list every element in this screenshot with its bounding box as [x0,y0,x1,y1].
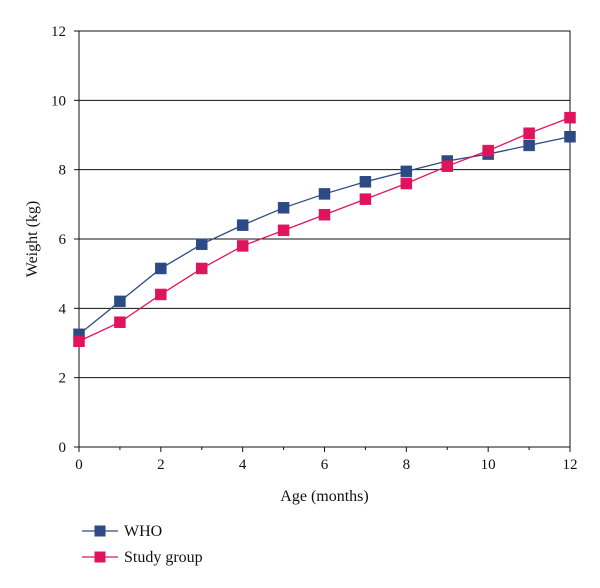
legend-marker [94,551,106,563]
gridlines [79,99,570,379]
data-point-study-group [155,288,167,301]
data-point-who [523,139,535,152]
x-tick-label: 6 [321,457,329,473]
data-point-study-group [114,316,126,328]
data-point-who [236,219,249,231]
legend-item-who: WHO [82,523,162,540]
y-tick-label: 4 [59,301,67,317]
series-line-study-group [78,117,571,342]
legend-item-study-group: Study group [82,549,203,566]
data-point-study-group [359,193,372,205]
data-point-who [196,238,208,250]
series-line-who [78,136,571,335]
data-point-who [318,188,331,200]
y-tick-label: 8 [59,163,67,179]
data-point-who [114,295,126,308]
series-study-group [73,111,576,348]
data-point-study-group [523,127,535,140]
y-tick-label: 2 [59,371,67,387]
y-tick-label: 10 [51,93,66,109]
x-tick-label: 10 [481,457,496,473]
y-tick-label: 6 [59,232,67,248]
x-axis-title: Age (months) [280,488,368,505]
data-point-study-group [196,262,208,275]
x-tick-label: 8 [403,457,411,473]
legend: WHO Study group [82,523,203,566]
data-point-study-group [318,208,331,221]
y-axis-title: Weight (kg) [24,201,41,277]
legend-marker [94,525,106,537]
data-point-who [564,130,576,143]
data-point-study-group [73,335,85,348]
data-point-study-group [236,240,249,252]
x-tick-label: 12 [563,457,578,473]
legend-label: Study group [124,549,203,566]
data-point-who [155,262,167,275]
data-point-study-group [400,177,413,190]
data-point-study-group [564,111,576,124]
data-point-who [359,176,372,188]
x-tick-label: 4 [239,457,247,473]
y-tick-label: 12 [51,24,66,40]
y-tick-label: 0 [59,440,67,456]
data-point-who [400,165,413,178]
x-tick-label: 0 [75,457,83,473]
legend-label: WHO [124,523,162,540]
axis-ticks: 0 2 4 6 8 10 12 0 2 4 6 8 10 12 [51,24,578,473]
x-tick-label: 2 [157,457,165,473]
data-point-study-group [482,144,494,157]
series-group [73,111,576,348]
data-point-study-group [277,224,290,237]
data-point-study-group [441,160,453,172]
data-point-who [277,202,290,214]
